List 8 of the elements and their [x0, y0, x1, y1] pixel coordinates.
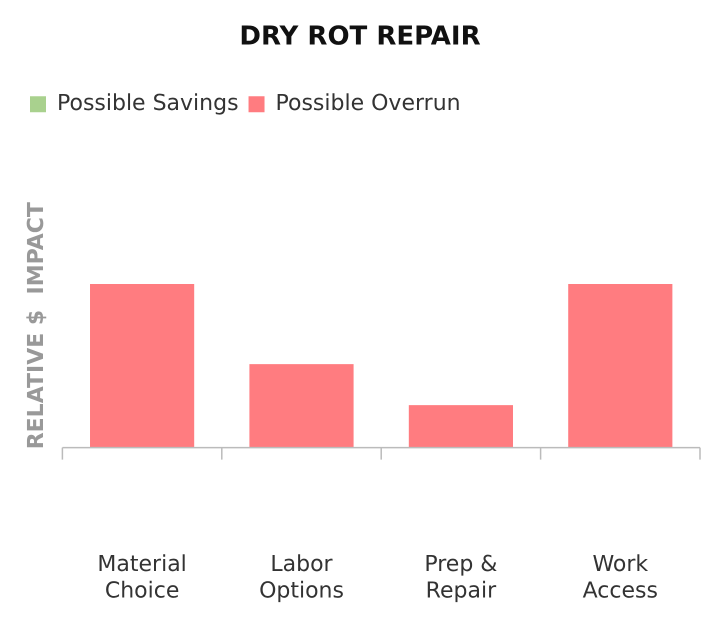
x-tick-label: Prep & Repair	[424, 552, 498, 604]
chart-title: DRY ROT REPAIR	[239, 21, 481, 52]
x-tick-label: Labor Options	[259, 552, 344, 604]
legend-label: Possible Overrun	[276, 90, 461, 116]
legend-label: Possible Savings	[57, 90, 239, 116]
x-tick-label: Material Choice	[97, 552, 187, 604]
y-axis-title: RELATIVE $ IMPACT	[24, 202, 49, 450]
x-tick-label: Work Access	[582, 552, 658, 604]
